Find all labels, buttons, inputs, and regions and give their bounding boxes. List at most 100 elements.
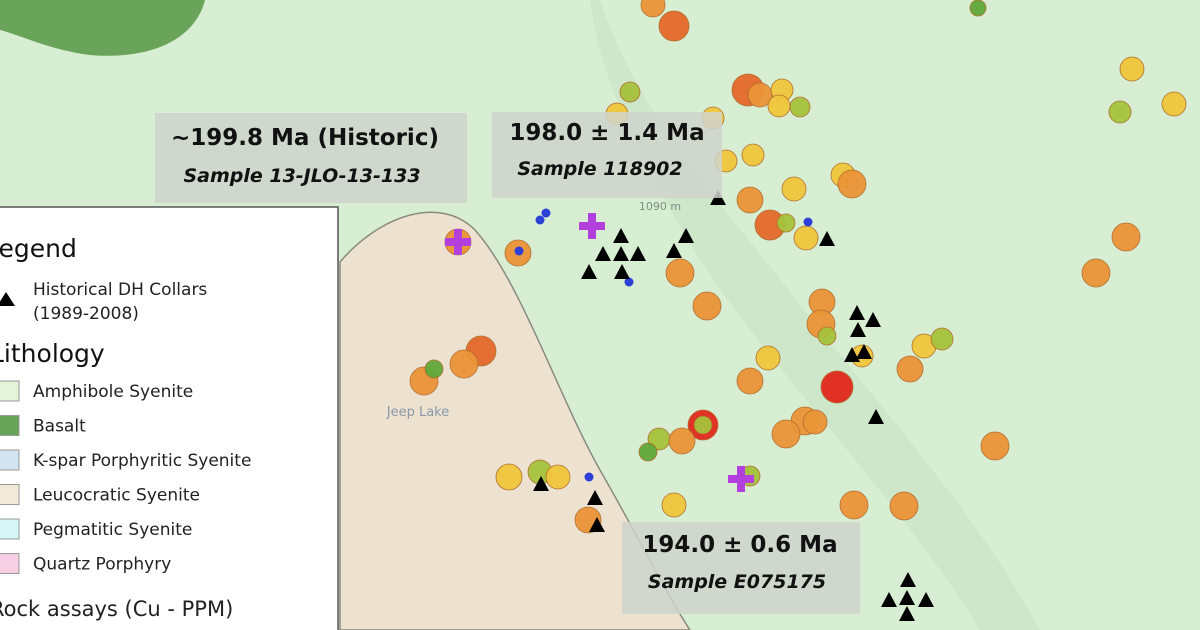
blue-point (541, 208, 551, 218)
legend-subtitle: Lithology (0, 339, 105, 368)
sample-point (736, 367, 764, 395)
drill-collar (613, 228, 629, 243)
legend-item: K-spar Porphyritic Syenite (33, 451, 251, 471)
lithology-list: Amphibole Syenite Basalt K-spar Porphyriti… (0, 380, 251, 575)
sample-points (409, 0, 1187, 621)
legend-swatch (0, 449, 20, 471)
sample-point (658, 10, 690, 42)
sample-point (424, 359, 444, 379)
sample-point (545, 464, 571, 490)
legend-item: Basalt (33, 417, 86, 437)
drill-collar (678, 228, 694, 243)
sample-point (693, 415, 713, 435)
valley (590, 0, 1040, 630)
blue-point (624, 277, 634, 287)
drill-collar (899, 606, 915, 621)
sample-point (896, 355, 924, 383)
legend-box (0, 206, 339, 630)
legend-item: (1989-2008) (33, 304, 139, 324)
legend-item: Quartz Porphyry (33, 555, 171, 575)
purple-cross (579, 213, 605, 239)
sample-point (495, 463, 523, 491)
sample-point (820, 370, 854, 404)
sample-point (793, 225, 819, 251)
sample-point (781, 176, 807, 202)
sample-point (817, 326, 837, 346)
legend-swatch (0, 415, 20, 436)
sample-point (1108, 100, 1132, 124)
legend-item: Historical DH Collars (33, 280, 207, 300)
legend-title: Legend (0, 234, 77, 263)
annotation-box (492, 112, 722, 198)
purple-cross (445, 229, 471, 255)
sample-point (1161, 91, 1187, 117)
sample-point (1119, 56, 1145, 82)
drill-collar (666, 243, 682, 258)
legend-triangle (0, 292, 15, 306)
drill-collar (850, 322, 866, 337)
annotation-box (622, 522, 860, 614)
drill-collar (865, 312, 881, 327)
sample-point (736, 186, 764, 214)
sample-point (837, 169, 867, 199)
sample-point (640, 0, 666, 18)
sample-point (661, 492, 687, 518)
drill-collar (856, 344, 872, 359)
sample-point (771, 419, 801, 449)
sample-point (668, 427, 696, 455)
sample-point (638, 442, 658, 462)
drill-collar (630, 246, 646, 261)
legend-item: Pegmatitic Syenite (33, 520, 192, 540)
blue-point (514, 246, 524, 256)
legend-swatch (0, 484, 20, 505)
drill-collar (587, 490, 603, 505)
drill-collar (819, 231, 835, 246)
drill-collar (613, 246, 629, 261)
drill-collar (918, 592, 934, 607)
drill-collar (595, 246, 611, 261)
legend-item: Leucocratic Syenite (33, 486, 200, 506)
sample-point (767, 94, 791, 118)
drill-collar (868, 409, 884, 424)
sample-point (930, 327, 954, 351)
basalt-area (0, 0, 205, 56)
legend-item: Amphibole Syenite (33, 382, 193, 402)
drill-collar (614, 264, 630, 279)
sample-point (776, 213, 796, 233)
sample-point (665, 258, 695, 288)
drill-collar (900, 572, 916, 587)
sample-point (755, 345, 781, 371)
legend-swatch (0, 380, 20, 402)
drill-collar (849, 305, 865, 320)
sample-point (1111, 222, 1141, 252)
blue-point (584, 472, 594, 482)
sample-point (1081, 258, 1111, 288)
legend-subtitle: Rock assays (Cu - PPM) (0, 597, 233, 621)
sample-point (692, 291, 722, 321)
sample-point (969, 0, 987, 17)
lake-label: Jeep Lake (386, 405, 450, 420)
annotation-title: 194.0 ± 0.6 Ma (642, 532, 837, 558)
annotation-sample: Sample E075175 (648, 571, 826, 593)
annotation-title: 198.0 ± 1.4 Ma (509, 120, 704, 146)
annotation-title: ~199.8 Ma (Historic) (171, 125, 439, 151)
sample-point (741, 143, 765, 167)
purple-cross (728, 466, 754, 492)
sample-point (889, 491, 919, 521)
sample-point (980, 431, 1010, 461)
sample-point (619, 81, 641, 103)
sample-point (802, 409, 828, 435)
sample-point (449, 349, 479, 379)
drill-collar (899, 590, 915, 605)
blue-point (535, 215, 545, 225)
drill-collar (844, 347, 860, 362)
legend-swatch (0, 518, 20, 540)
drill-collar (881, 592, 897, 607)
sample-point (789, 96, 811, 118)
elevation-label: 1090 m (639, 200, 681, 213)
drill-collar (589, 517, 605, 532)
blue-point (803, 217, 813, 227)
drill-collar (533, 476, 549, 491)
drill-collar (581, 264, 597, 279)
